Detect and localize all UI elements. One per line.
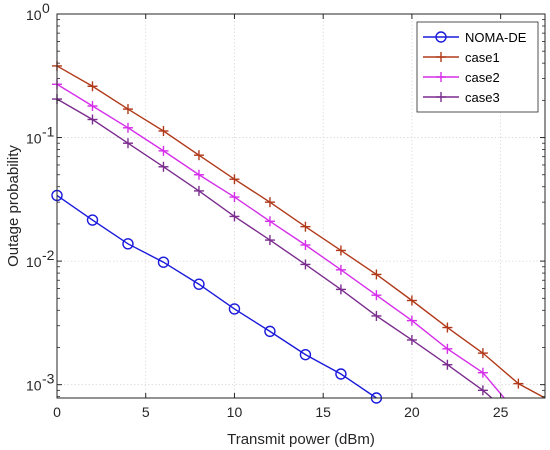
x-axis-title: Transmit power (dBm) — [227, 431, 375, 448]
data-point-case3 — [477, 385, 488, 396]
x-tick-label: 10 — [227, 404, 243, 420]
data-point-case3 — [122, 138, 133, 149]
data-point-case1 — [158, 125, 169, 136]
data-point-case1 — [406, 295, 417, 306]
data-point-case2 — [193, 169, 204, 180]
y-tick-label: 10 0 — [26, 0, 50, 23]
legend-swatch-marker — [435, 31, 447, 43]
data-point-case1 — [335, 245, 346, 256]
data-point-case2 — [300, 240, 311, 251]
x-tick-label: 20 — [404, 404, 420, 420]
series-line-case2 — [56, 83, 505, 399]
data-point-case2 — [477, 367, 488, 378]
legend-label: case3 — [465, 90, 500, 105]
legend-item-noma-de: NOMA-DE — [423, 30, 527, 45]
data-point-case3 — [87, 114, 98, 125]
data-point-case2 — [87, 101, 98, 112]
y-tick-label-base: 10 — [26, 378, 42, 394]
data-point-noma-de — [86, 214, 99, 226]
data-point-case3 — [300, 259, 311, 270]
x-tick-label: 0 — [53, 404, 61, 420]
series-case1 — [52, 60, 546, 399]
legend-label: case1 — [465, 50, 500, 65]
data-point-case2 — [264, 216, 275, 227]
data-point-case2 — [158, 145, 169, 156]
data-point-case1 — [122, 104, 133, 115]
data-point-noma-de — [299, 348, 312, 361]
data-point-case1 — [87, 81, 98, 92]
data-point-case1 — [442, 322, 453, 333]
data-point-noma-de — [228, 303, 241, 315]
data-point-case3 — [158, 161, 169, 172]
legend-label: case2 — [465, 70, 500, 85]
data-point-case1 — [477, 348, 488, 359]
data-point-case3 — [229, 211, 240, 222]
series-line-noma-de — [56, 194, 377, 399]
y-tick-label-base: 10 — [26, 7, 42, 23]
legend-swatch-marker — [436, 92, 446, 102]
data-point-noma-de — [122, 238, 134, 250]
y-tick-label-exponent: 0 — [42, 0, 50, 16]
legend-swatch-marker — [436, 72, 446, 82]
data-point-case3 — [193, 185, 204, 196]
y-tick-label-exponent: -2 — [42, 247, 55, 263]
data-point-case1 — [264, 197, 275, 208]
data-point-case3 — [264, 235, 275, 246]
y-tick-label-exponent: -3 — [42, 371, 55, 387]
y-tick-label: 10 -2 — [26, 247, 55, 270]
y-tick-label-base: 10 — [26, 131, 42, 147]
series-case3 — [52, 94, 493, 399]
data-point-case2 — [406, 315, 417, 326]
legend-item-case3: case3 — [423, 90, 500, 105]
data-point-noma-de — [264, 325, 276, 338]
y-tick-label-exponent: -1 — [42, 124, 55, 140]
data-point-case2 — [229, 192, 240, 203]
series-line-case3 — [56, 98, 493, 399]
data-point-case2 — [371, 290, 382, 301]
legend: NOMA-DE case1 case2 case3 — [416, 21, 539, 113]
data-point-noma-de — [335, 368, 347, 380]
y-tick-label: 10 -3 — [26, 371, 55, 394]
data-point-case2 — [442, 343, 453, 354]
data-point-case2 — [122, 122, 133, 133]
legend-item-case1: case1 — [423, 50, 500, 65]
x-tick-label: 15 — [315, 404, 331, 420]
x-axis-ticks: 0 5 10 15 20 25 — [53, 14, 509, 420]
grid-lines — [57, 14, 545, 398]
x-tick-label: 25 — [493, 404, 509, 420]
data-point-noma-de — [193, 278, 205, 290]
data-point-case2 — [335, 264, 346, 275]
y-tick-label-base: 10 — [26, 254, 42, 270]
data-point-case1 — [229, 174, 240, 185]
data-point-case1 — [371, 269, 382, 280]
data-point-case1 — [300, 221, 311, 232]
legend-swatch-marker — [436, 52, 446, 62]
data-point-case1 — [193, 150, 204, 161]
series-layer — [51, 60, 546, 404]
x-tick-label: 5 — [142, 404, 150, 420]
data-point-case3 — [442, 359, 453, 370]
data-point-case3 — [371, 310, 382, 321]
y-axis-title: Outage probability — [5, 145, 22, 267]
series-case2 — [52, 79, 505, 399]
y-tick-label: 10 -1 — [26, 124, 55, 147]
data-point-noma-de — [157, 256, 170, 268]
plot-frame — [56, 13, 546, 399]
data-point-case1 — [513, 378, 524, 389]
legend-label: NOMA-DE — [465, 30, 527, 45]
data-point-case3 — [335, 284, 346, 295]
data-point-case3 — [406, 334, 417, 345]
legend-item-case2: case2 — [423, 70, 500, 85]
